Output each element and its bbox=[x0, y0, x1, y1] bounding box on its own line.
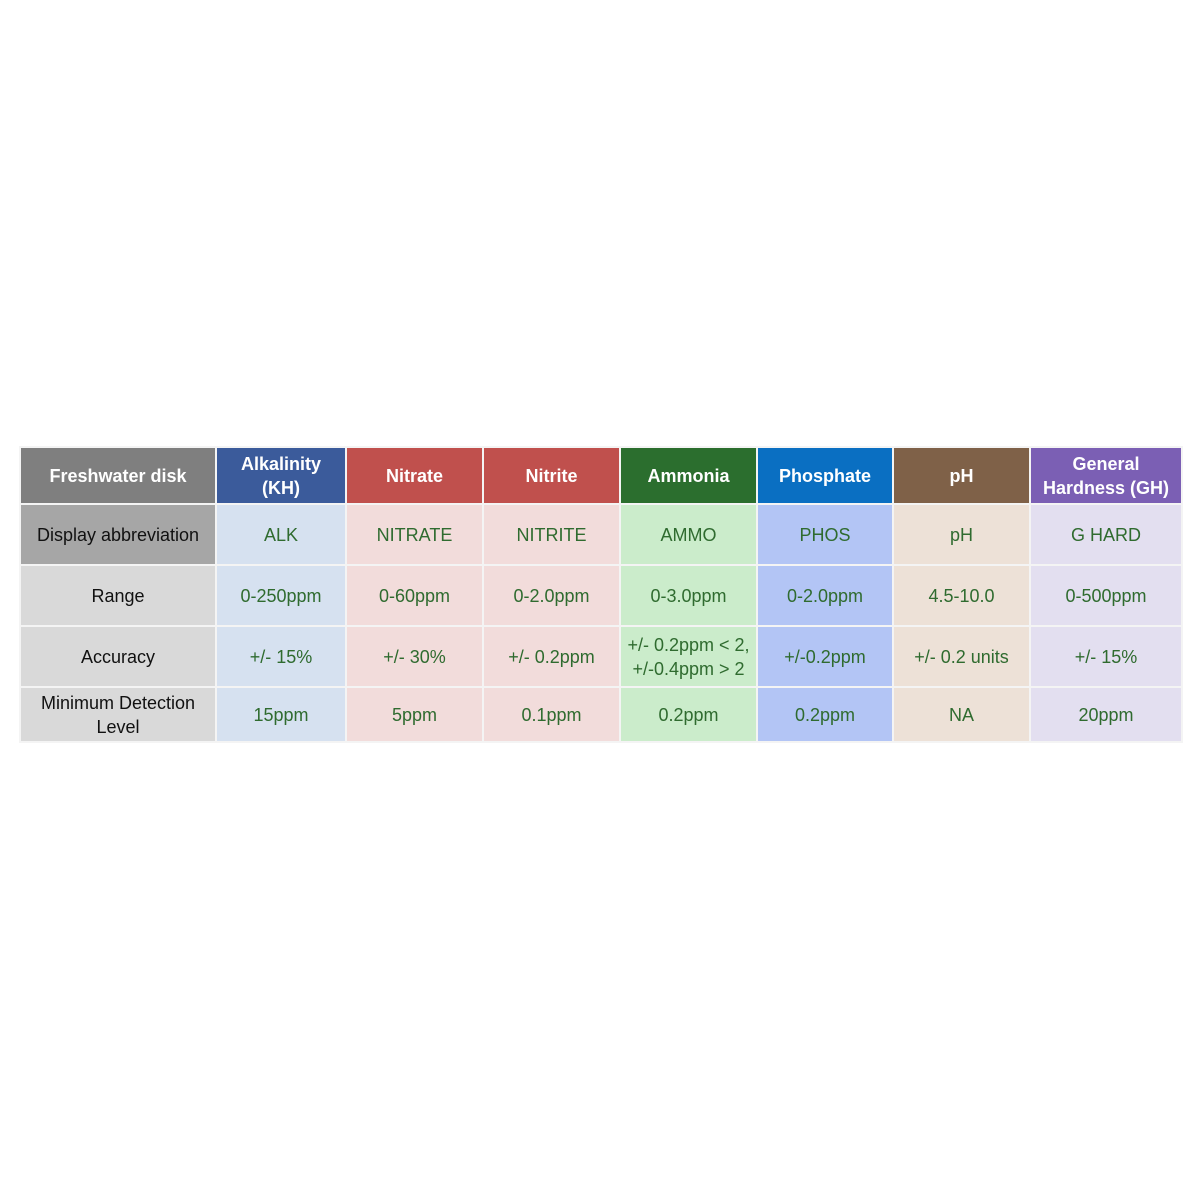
data-cell: +/- 0.2ppm < 2, +/-0.4ppm > 2 bbox=[619, 625, 758, 688]
data-cell: G HARD bbox=[1029, 503, 1183, 566]
data-row: Display abbreviation ALK NITRATE NITRITE AMM… bbox=[19, 503, 1183, 566]
row-label: Display abbreviation bbox=[19, 503, 217, 566]
data-cell: 0-500ppm bbox=[1029, 564, 1183, 627]
data-cell: 0-250ppm bbox=[215, 564, 347, 627]
header-row: Freshwater disk Alkalinity (KH) Nitrate Nit… bbox=[19, 446, 1183, 505]
data-cell: 20ppm bbox=[1029, 686, 1183, 743]
row-label: Range bbox=[19, 564, 217, 627]
data-cell: 0.2ppm bbox=[756, 686, 894, 743]
header-cell: Nitrite bbox=[482, 446, 621, 505]
data-cell: NITRITE bbox=[482, 503, 621, 566]
data-cell: PHOS bbox=[756, 503, 894, 566]
header-cell: Phosphate bbox=[756, 446, 894, 505]
data-row: Range 0-250ppm 0-60ppm 0-2.0ppm 0-3.0ppm 0-2.… bbox=[19, 564, 1183, 627]
data-cell: 0-60ppm bbox=[345, 564, 484, 627]
data-cell: 0-3.0ppm bbox=[619, 564, 758, 627]
data-cell: 5ppm bbox=[345, 686, 484, 743]
header-cell: Freshwater disk bbox=[19, 446, 217, 505]
data-cell: 0.1ppm bbox=[482, 686, 621, 743]
data-row: Accuracy +/- 15% +/- 30% +/- 0.2ppm +/- 0.2p… bbox=[19, 625, 1183, 688]
header-cell: Ammonia bbox=[619, 446, 758, 505]
data-cell: NITRATE bbox=[345, 503, 484, 566]
data-cell: AMMO bbox=[619, 503, 758, 566]
data-cell: 0.2ppm bbox=[619, 686, 758, 743]
data-cell: NA bbox=[892, 686, 1031, 743]
data-cell: 0-2.0ppm bbox=[756, 564, 894, 627]
data-cell: +/- 0.2 units bbox=[892, 625, 1031, 688]
data-cell: 0-2.0ppm bbox=[482, 564, 621, 627]
row-label: Accuracy bbox=[19, 625, 217, 688]
row-label: Minimum Detection Level bbox=[19, 686, 217, 743]
spec-table: Freshwater disk Alkalinity (KH) Nitrate Nit… bbox=[19, 446, 1183, 743]
header-cell: Nitrate bbox=[345, 446, 484, 505]
data-cell: +/-0.2ppm bbox=[756, 625, 894, 688]
table-container: Freshwater disk Alkalinity (KH) Nitrate Nit… bbox=[19, 446, 1183, 743]
header-cell: General Hardness (GH) bbox=[1029, 446, 1183, 505]
data-cell: ALK bbox=[215, 503, 347, 566]
data-cell: 4.5-10.0 bbox=[892, 564, 1031, 627]
header-cell: pH bbox=[892, 446, 1031, 505]
data-row: Minimum Detection Level 15ppm 5ppm 0.1ppm 0.… bbox=[19, 686, 1183, 743]
data-cell: +/- 30% bbox=[345, 625, 484, 688]
data-cell: +/- 0.2ppm bbox=[482, 625, 621, 688]
data-cell: pH bbox=[892, 503, 1031, 566]
header-cell: Alkalinity (KH) bbox=[215, 446, 347, 505]
data-cell: 15ppm bbox=[215, 686, 347, 743]
data-cell: +/- 15% bbox=[1029, 625, 1183, 688]
data-cell: +/- 15% bbox=[215, 625, 347, 688]
